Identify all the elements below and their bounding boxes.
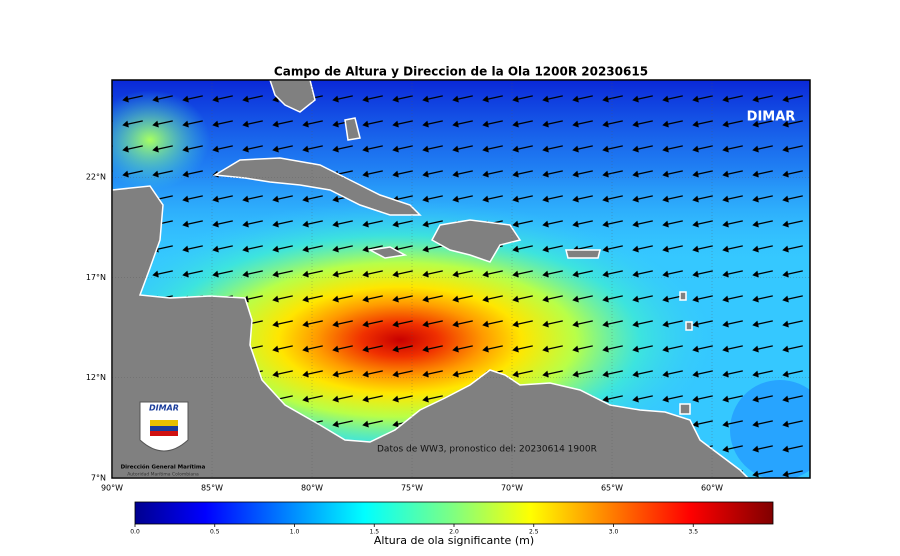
title: Campo de Altura y Direccion de la Ola 12… [274,65,648,79]
y-tick-label: 12°N [86,373,106,382]
x-tick-label: 65°W [601,484,623,493]
logo-subtitle: Autoridad Marítima Colombiana [127,471,199,478]
colorbar-tick-label: 2.0 [449,529,459,536]
y-tick-label: 7°N [91,474,106,483]
map-field [112,80,810,478]
x-tick-label: 70°W [501,484,523,493]
colorbar [134,501,774,525]
x-tick-label: 75°W [401,484,423,493]
colorbar-ticks: 0.0 0.5 1.0 1.5 2.0 2.5 3.0 3.5 [130,524,698,536]
logo-brand: DIMAR [149,404,179,413]
colorbar-tick-label: 0.0 [130,529,140,536]
logo-name: Dirección General Marítima [121,464,206,471]
annotation: Datos de WW3, pronostico del: 20230614 1… [377,445,597,455]
colorbar-tick-label: 0.5 [210,529,220,536]
y-tick-label: 22°N [86,173,106,182]
colorbar-tick-label: 1.0 [290,529,300,536]
colorbar-tick-label: 1.5 [369,529,379,536]
map-frame [111,79,811,479]
x-tick-label: 90°W [101,484,123,493]
x-tick-label: 60°W [701,484,723,493]
x-tick-label: 80°W [301,484,323,493]
land [112,80,750,478]
colorbar-label: Altura de ola significante (m) [374,534,534,547]
logo: DIMAR Dirección General Marítima Autorid… [121,401,206,478]
colorbar-tick-label: 3.0 [609,529,619,536]
x-tick-label: 85°W [201,484,223,493]
y-tick-label: 17°N [86,273,106,282]
watermark: DIMAR [747,110,796,125]
colorbar-tick-label: 2.5 [529,529,539,536]
colorbar-tick-label: 3.5 [688,529,698,536]
